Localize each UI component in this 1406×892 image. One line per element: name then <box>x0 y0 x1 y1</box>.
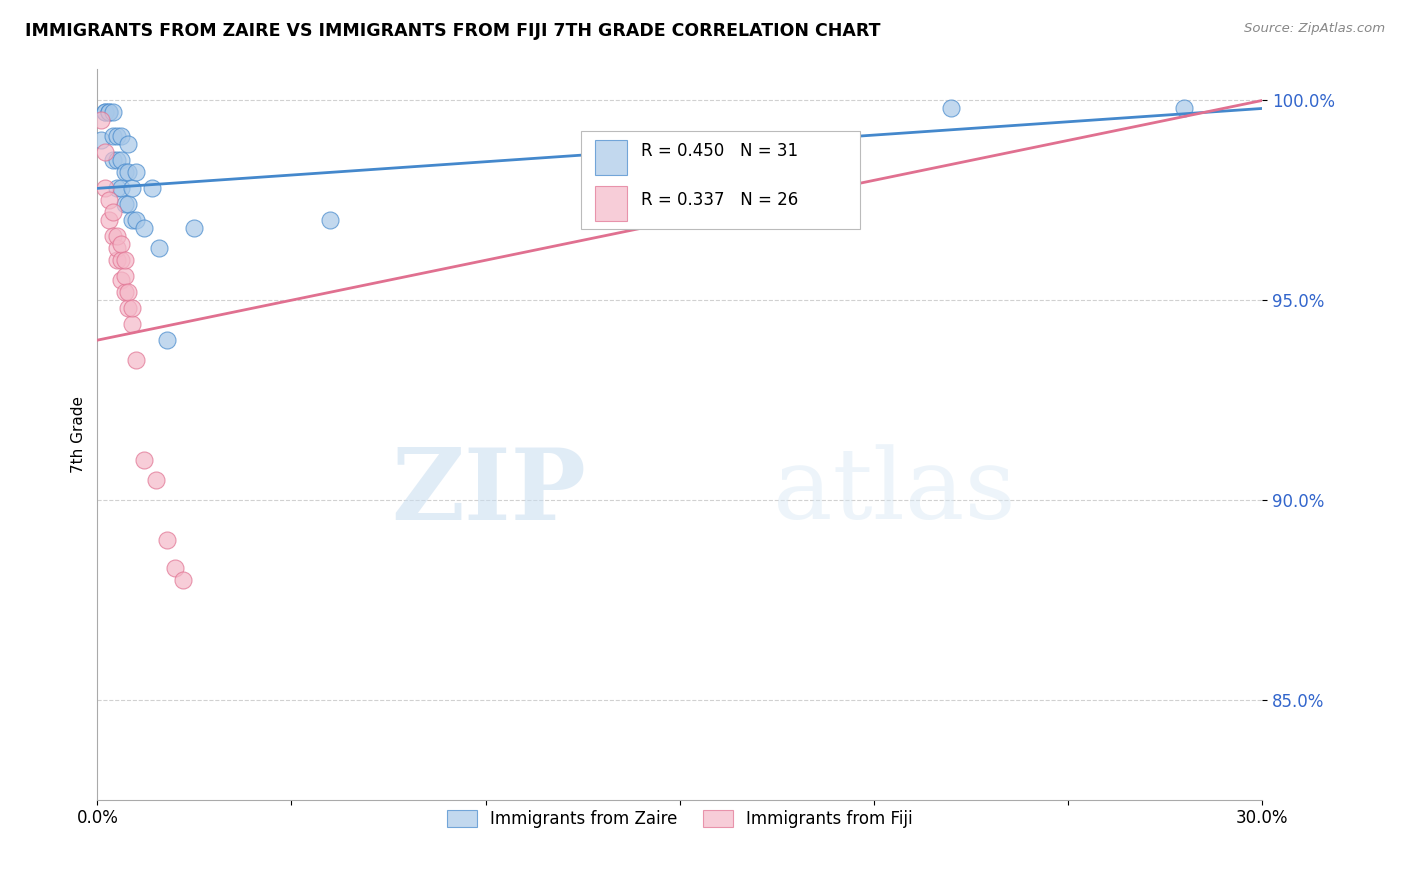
FancyBboxPatch shape <box>595 186 627 221</box>
Point <box>105 129 128 144</box>
Point <box>121 317 143 331</box>
Point <box>172 573 194 587</box>
Y-axis label: 7th Grade: 7th Grade <box>72 395 86 473</box>
Point <box>145 473 167 487</box>
Point <box>117 197 139 211</box>
Point <box>90 133 112 147</box>
Point <box>156 533 179 547</box>
Point <box>110 237 132 252</box>
Text: atlas: atlas <box>773 444 1015 541</box>
Point <box>110 181 132 195</box>
Point <box>121 213 143 227</box>
Point <box>105 253 128 268</box>
Point <box>114 269 136 284</box>
Point <box>114 285 136 300</box>
Point <box>94 105 117 120</box>
Text: ZIP: ZIP <box>392 444 586 541</box>
Point <box>319 213 342 227</box>
Text: R = 0.337   N = 26: R = 0.337 N = 26 <box>641 191 799 209</box>
Point <box>132 453 155 467</box>
Point <box>105 181 128 195</box>
Point <box>183 221 205 235</box>
Point <box>117 137 139 152</box>
Legend: Immigrants from Zaire, Immigrants from Fiji: Immigrants from Zaire, Immigrants from F… <box>440 804 920 835</box>
Point <box>101 129 124 144</box>
FancyBboxPatch shape <box>581 130 860 229</box>
Point <box>110 153 132 168</box>
Point <box>114 253 136 268</box>
Point <box>117 285 139 300</box>
Point <box>1173 102 1195 116</box>
Point <box>141 181 163 195</box>
Point <box>98 194 121 208</box>
Point <box>117 301 139 316</box>
Text: R = 0.450   N = 31: R = 0.450 N = 31 <box>641 143 799 161</box>
Point <box>105 229 128 244</box>
Point <box>105 241 128 255</box>
Point <box>114 197 136 211</box>
Point <box>90 113 112 128</box>
Point <box>101 205 124 219</box>
Point <box>156 333 179 347</box>
Point <box>125 165 148 179</box>
Point <box>94 181 117 195</box>
Point <box>163 561 186 575</box>
Point <box>105 153 128 168</box>
Point <box>941 102 963 116</box>
Point <box>148 241 170 255</box>
Point <box>101 153 124 168</box>
Point <box>114 165 136 179</box>
Point <box>110 273 132 287</box>
Point <box>94 145 117 160</box>
FancyBboxPatch shape <box>595 140 627 175</box>
Point <box>125 353 148 368</box>
Point <box>101 229 124 244</box>
Point <box>94 105 117 120</box>
Point <box>117 165 139 179</box>
Point <box>110 253 132 268</box>
Point <box>132 221 155 235</box>
Point <box>121 301 143 316</box>
Point <box>98 213 121 227</box>
Point <box>101 105 124 120</box>
Point <box>121 181 143 195</box>
Text: IMMIGRANTS FROM ZAIRE VS IMMIGRANTS FROM FIJI 7TH GRADE CORRELATION CHART: IMMIGRANTS FROM ZAIRE VS IMMIGRANTS FROM… <box>25 22 880 40</box>
Point <box>125 213 148 227</box>
Point <box>98 105 121 120</box>
Point <box>98 105 121 120</box>
Text: Source: ZipAtlas.com: Source: ZipAtlas.com <box>1244 22 1385 36</box>
Point <box>110 129 132 144</box>
